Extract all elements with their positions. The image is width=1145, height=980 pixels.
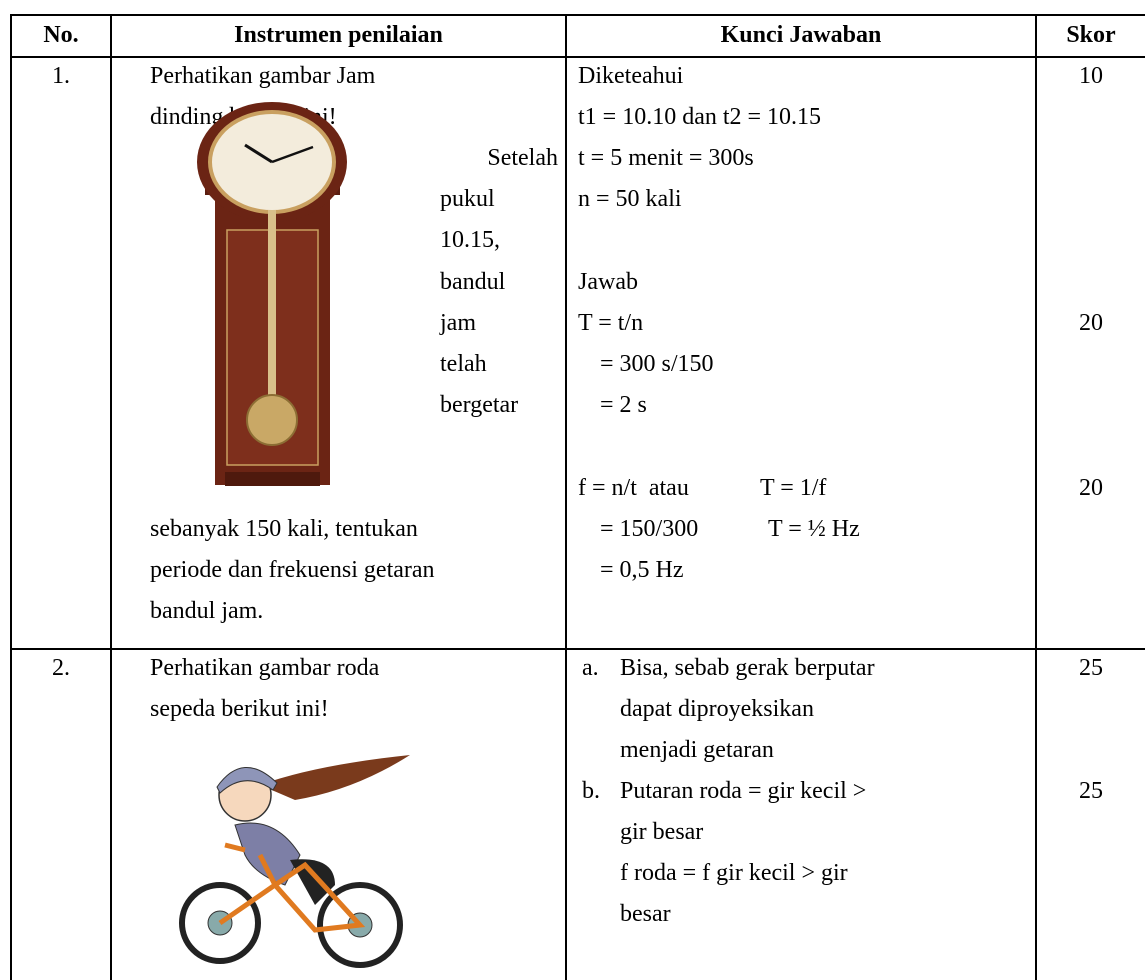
question-text: 10.15, <box>440 226 500 254</box>
answer-text: besar <box>620 900 671 928</box>
header-cell: Kunci Jawaban <box>567 21 1035 49</box>
question-text: Perhatikan gambar roda <box>150 654 379 682</box>
question-text: bandul <box>440 268 505 296</box>
header-cell: No. <box>12 21 110 49</box>
answer-text: = 2 s <box>600 391 647 419</box>
answer-text: f = n/t atau <box>578 474 689 502</box>
answer-text: = 0,5 Hz <box>600 556 684 584</box>
question-text: bandul jam. <box>150 597 263 625</box>
question-text: telah <box>440 350 487 378</box>
cyclist-image <box>165 745 415 980</box>
table-border <box>10 56 1145 58</box>
table-border <box>565 14 567 980</box>
answer-marker: a. <box>582 654 599 682</box>
answer-text: Putaran roda = gir kecil > <box>620 777 866 805</box>
page: No. Instrumen penilaian Kunci Jawaban Sk… <box>0 0 1145 980</box>
table-border <box>10 14 12 980</box>
answer-marker: b. <box>582 777 600 805</box>
score: 20 <box>1037 309 1145 337</box>
question-text: periode dan frekuensi getaran <box>150 556 435 584</box>
question-text: Setelah <box>400 144 558 172</box>
header-cell: Instrumen penilaian <box>112 21 565 49</box>
score: 25 <box>1037 654 1145 682</box>
score: 25 <box>1037 777 1145 805</box>
answer-text: t = 5 menit = 300s <box>578 144 754 172</box>
answer-text: n = 50 kali <box>578 185 682 213</box>
answer-text: Jawab <box>578 268 638 296</box>
header-cell: Skor <box>1037 21 1145 49</box>
answer-text: T = t/n <box>578 309 643 337</box>
question-text: Perhatikan gambar Jam <box>150 62 375 90</box>
answer-text: T = ½ Hz <box>768 515 860 543</box>
question-text: sepeda berikut ini! <box>150 695 329 723</box>
question-text: sebanyak 150 kali, tentukan <box>150 515 418 543</box>
table-border <box>110 14 112 980</box>
row-number: 2. <box>12 654 110 682</box>
answer-text: menjadi getaran <box>620 736 774 764</box>
answer-text: t1 = 10.10 dan t2 = 10.15 <box>578 103 821 131</box>
question-text: jam <box>440 309 476 337</box>
answer-text: f roda = f gir kecil > gir <box>620 859 848 887</box>
answer-text: Diketeahui <box>578 62 683 90</box>
answer-text: gir besar <box>620 818 703 846</box>
score: 10 <box>1037 62 1145 90</box>
answer-text: Bisa, sebab gerak berputar <box>620 654 875 682</box>
clock-image <box>195 100 350 490</box>
answer-text: dapat diproyeksikan <box>620 695 814 723</box>
answer-text: T = 1/f <box>760 474 826 502</box>
answer-text: = 300 s/150 <box>600 350 714 378</box>
table-border <box>10 648 1145 650</box>
table-border <box>10 14 1145 16</box>
question-text: pukul <box>440 185 495 213</box>
answer-text: = 150/300 <box>600 515 698 543</box>
row-number: 1. <box>12 62 110 90</box>
question-text: bergetar <box>440 391 518 419</box>
score: 20 <box>1037 474 1145 502</box>
